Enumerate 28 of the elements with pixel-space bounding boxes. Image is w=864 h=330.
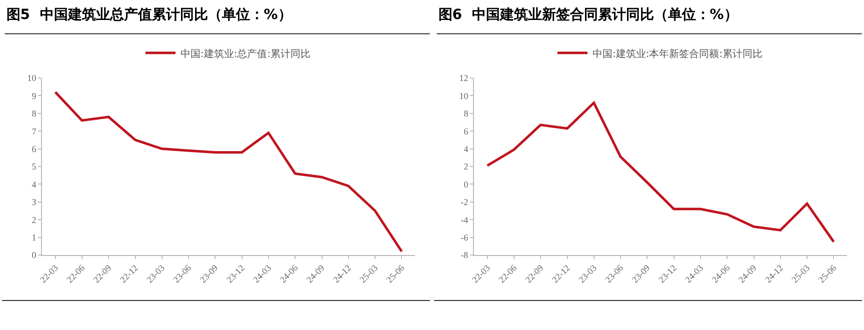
y-tick-label: 0	[32, 250, 37, 260]
y-tick-label: -6	[460, 232, 469, 242]
y-tick-label: 1	[32, 232, 36, 242]
y-tick-label: 12	[459, 73, 468, 84]
y-tick-label: 10	[27, 73, 37, 84]
legend-label: 中国:建筑业:本年新签合同额:累计同比	[592, 48, 763, 60]
y-tick-label: 0	[464, 179, 469, 190]
y-tick-label: 6	[464, 126, 469, 136]
y-tick-label: 2	[464, 162, 468, 172]
line-series	[486, 102, 835, 243]
y-tick-label: 2	[32, 214, 36, 225]
y-tick-label: 4	[464, 144, 469, 154]
y-tick-label: -8	[460, 250, 469, 260]
line-series	[54, 90, 403, 253]
y-tick-label: 8	[32, 108, 37, 119]
y-tick-label: 10	[459, 90, 469, 101]
y-tick-label: 6	[32, 144, 37, 154]
y-tick-label: 3	[32, 197, 37, 208]
y-tick-label: 9	[32, 90, 37, 101]
chart-title: 图6 中国建筑业新签合同累计同比（单位：%）	[438, 6, 738, 23]
legend-label: 中国:建筑业:总产值:累计同比	[180, 48, 311, 60]
y-tick-label: 8	[464, 108, 469, 119]
y-tick-label: -2	[460, 197, 468, 208]
y-tick-label: -4	[460, 214, 469, 225]
y-tick-label: 4	[32, 179, 37, 190]
y-tick-label: 5	[32, 162, 37, 172]
chart-title: 图5 中国建筑业总产值累计同比（单位：%）	[6, 6, 292, 23]
y-tick-label: 7	[32, 126, 37, 136]
